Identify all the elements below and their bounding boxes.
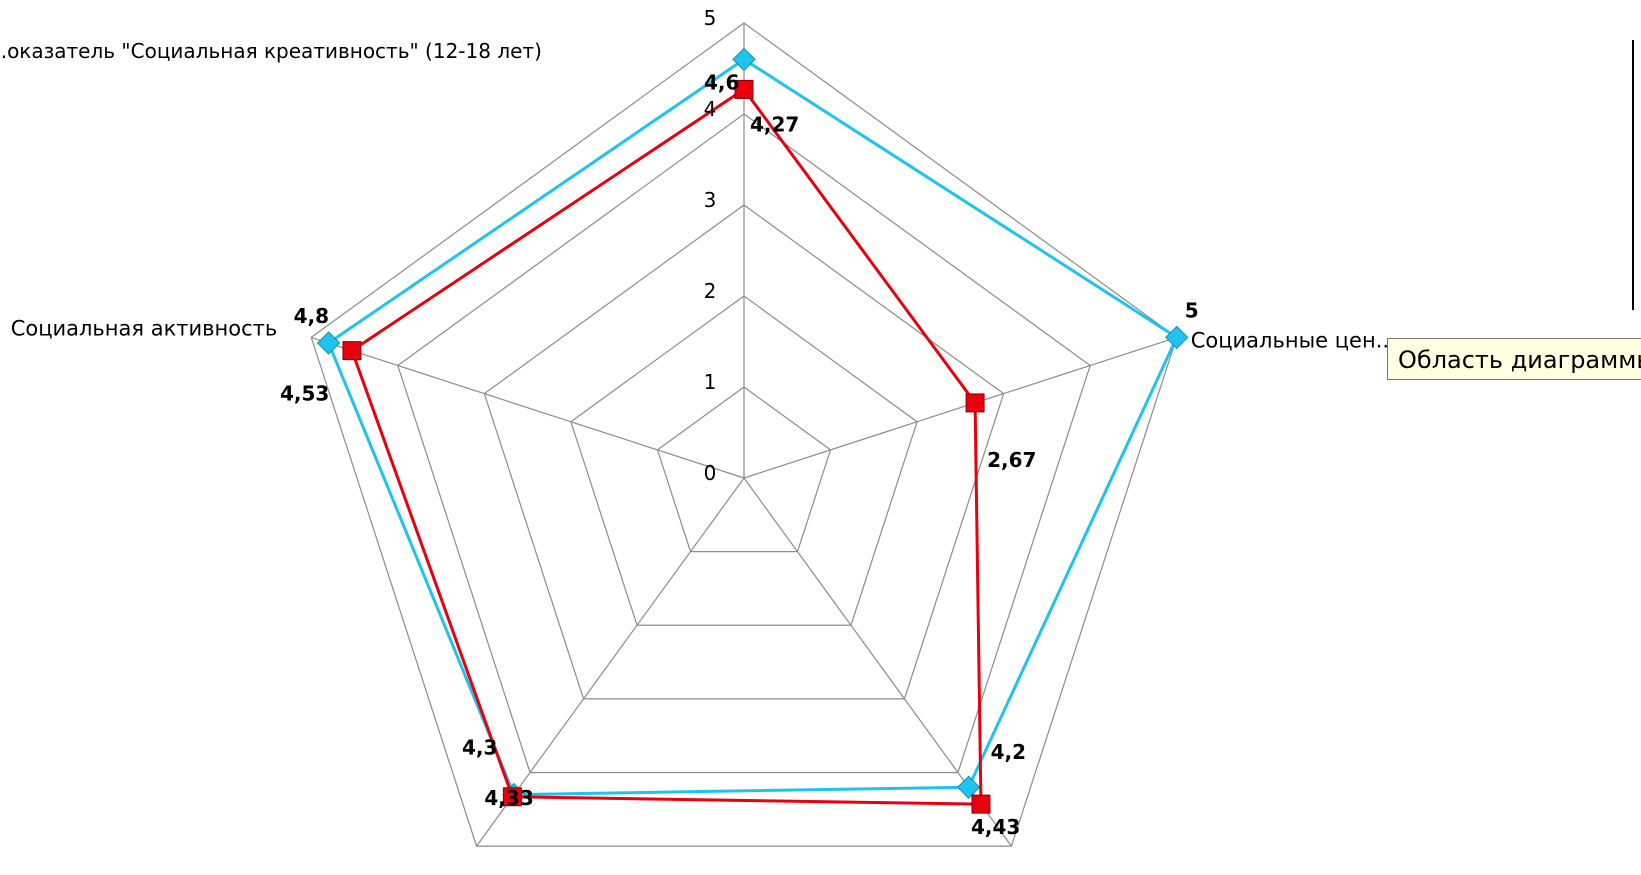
series-1-point[interactable] xyxy=(342,341,362,361)
series-0-line xyxy=(327,57,1179,797)
axis-spoke-1 xyxy=(743,336,1177,479)
grid-ring-2 xyxy=(570,295,918,626)
grid-ring-3 xyxy=(483,204,1005,700)
series-1-point[interactable] xyxy=(734,79,754,99)
chart-title: ...оказатель "Социальная креативность" (… xyxy=(0,39,542,63)
axis-spoke-3 xyxy=(476,477,745,847)
data-label: 4,2 xyxy=(991,740,1026,764)
series-0-point[interactable] xyxy=(732,47,756,72)
data-label: 4,6 xyxy=(704,70,739,94)
grid-ring-5 xyxy=(310,22,1178,847)
data-label: 2,67 xyxy=(987,448,1036,472)
category-label: Социальная активность xyxy=(11,316,278,340)
tick-label: 2 xyxy=(704,279,717,303)
series-1-point[interactable] xyxy=(971,794,991,814)
tick-label: 1 xyxy=(704,370,717,394)
tick-label: 5 xyxy=(704,6,717,30)
series-1-point[interactable] xyxy=(502,787,522,807)
series-1-line xyxy=(350,87,983,806)
window-edge-divider xyxy=(1632,40,1634,310)
data-label: 5 xyxy=(1185,298,1199,322)
data-label: 4,33 xyxy=(484,786,533,810)
tick-label: 0 xyxy=(704,461,717,485)
tick-label: 4 xyxy=(704,97,717,121)
series-1-point[interactable] xyxy=(965,393,985,413)
series-0-point[interactable] xyxy=(956,775,981,799)
data-label: 4,27 xyxy=(750,112,799,136)
data-label: 4,43 xyxy=(971,815,1020,839)
text-layer: ...оказатель "Социальная креативность" (… xyxy=(0,6,1396,839)
grid-layer xyxy=(310,22,1178,847)
series-0-point[interactable] xyxy=(1165,325,1189,350)
data-label: 4,8 xyxy=(294,304,329,328)
data-label: 4,53 xyxy=(280,382,329,406)
category-label: Социальные цен... xyxy=(1191,328,1396,352)
axis-spoke-4 xyxy=(311,336,745,479)
data-label: 4,3 xyxy=(462,736,497,760)
chart-area-tooltip: Область диаграммы xyxy=(1387,338,1641,380)
series-layer xyxy=(316,47,1189,814)
series-0-point[interactable] xyxy=(316,331,341,355)
grid-ring-4 xyxy=(397,113,1091,774)
grid-ring-1 xyxy=(656,386,832,553)
tick-label: 3 xyxy=(704,188,717,212)
